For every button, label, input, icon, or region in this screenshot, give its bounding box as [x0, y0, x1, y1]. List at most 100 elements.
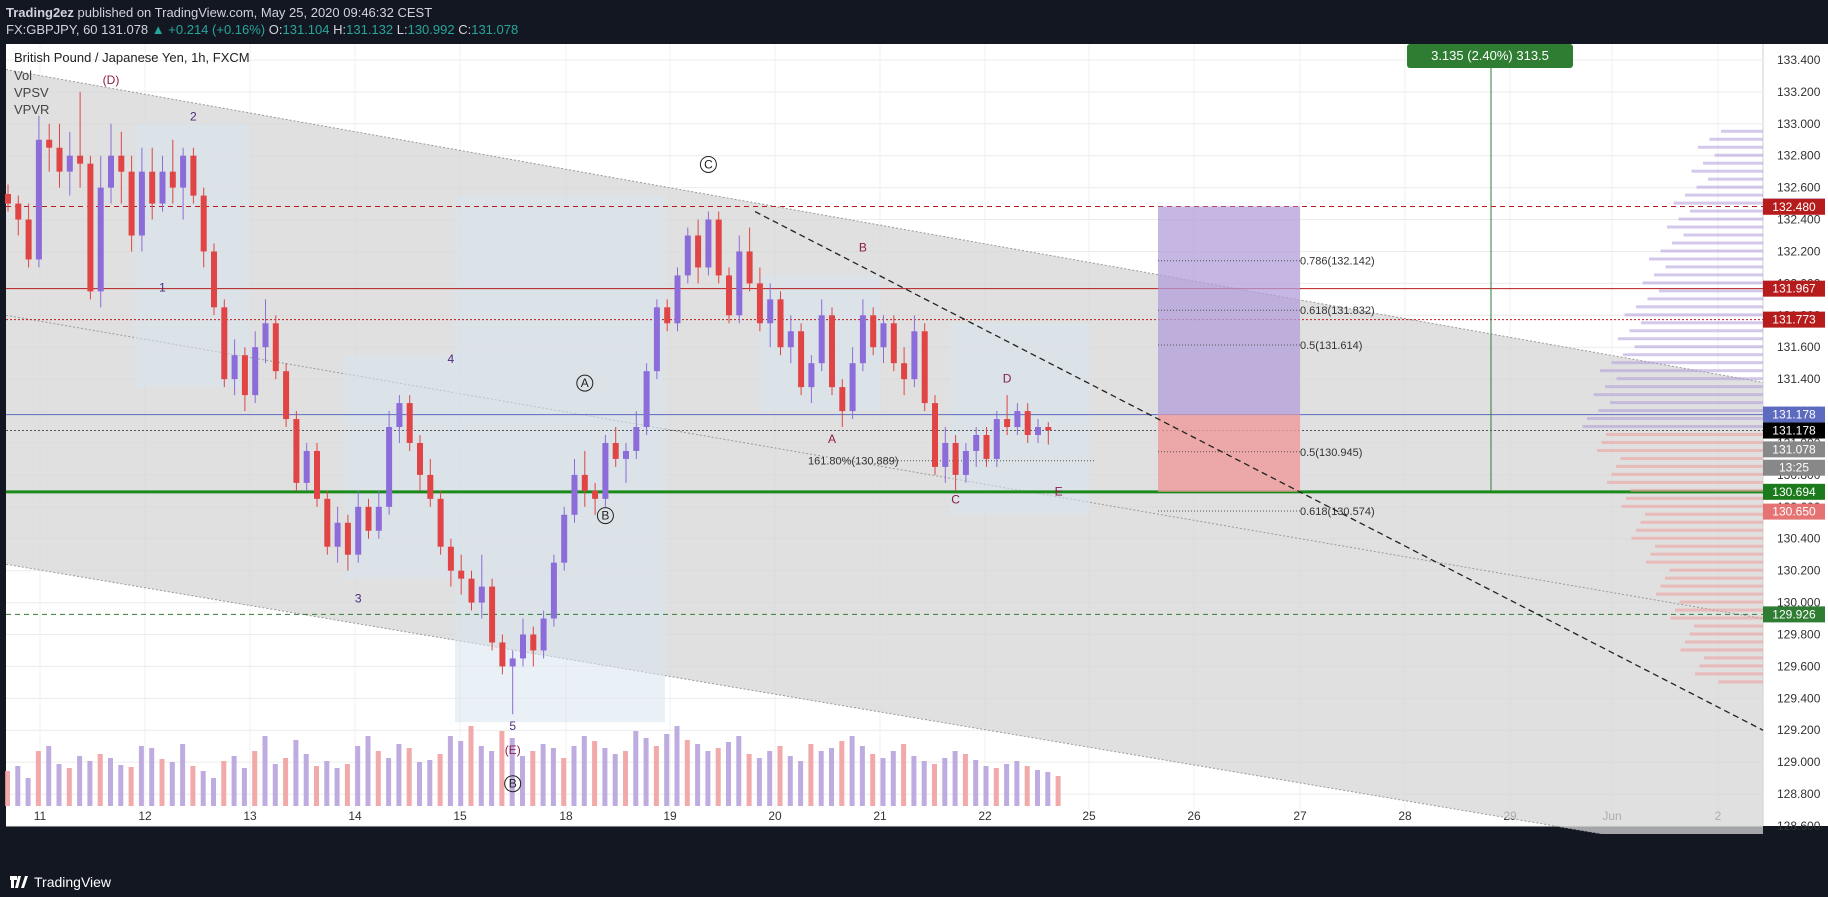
fib-label: 0.5(131.614) — [1300, 340, 1362, 352]
indicator-vpvr[interactable]: VPVR — [14, 102, 50, 117]
volume-profile-bar — [1665, 576, 1763, 580]
volume-bar — [77, 756, 83, 806]
candle-body — [211, 251, 217, 308]
volume-bar — [427, 760, 433, 806]
candle-body — [272, 323, 279, 372]
volume-profile-bar — [1665, 265, 1763, 269]
price-badge-bg — [1763, 198, 1825, 215]
volume-bar — [674, 726, 680, 806]
volume-bar — [550, 748, 556, 806]
volume-bar — [932, 764, 937, 806]
candle-body — [468, 578, 475, 603]
measure-badge-label: 3.135 (2.40%) 313.5 — [1431, 48, 1549, 63]
volume-profile-bar — [1642, 281, 1763, 285]
volume-profile-bar — [1685, 640, 1763, 644]
volume-profile-bar — [1620, 456, 1763, 460]
volume-profile-bar — [1670, 616, 1763, 620]
indicator-vol[interactable]: Vol — [14, 68, 33, 83]
price-tick-label: 132.400 — [1777, 213, 1821, 227]
volume-profile-bar — [1691, 169, 1763, 173]
candle-body — [169, 171, 176, 188]
candle-body — [890, 323, 897, 364]
volume-bar — [447, 736, 453, 806]
volume-bar — [509, 738, 515, 806]
volume-bar — [818, 751, 824, 806]
tradingview-logo-icon — [10, 876, 28, 888]
candle-body — [715, 219, 722, 276]
volume-bar — [962, 754, 968, 806]
channel-upper-line — [5, 69, 1764, 383]
volume-bar — [787, 756, 793, 806]
candle-body — [942, 442, 949, 467]
volume-bar — [128, 767, 134, 806]
price-badge-bg — [1763, 606, 1825, 623]
volume-profile-bar — [1587, 417, 1763, 421]
candle-body — [592, 490, 599, 499]
candle-body — [932, 403, 938, 467]
candle-body — [829, 315, 835, 388]
candle-body — [324, 498, 331, 547]
low-label: L: — [396, 22, 408, 37]
candle-body — [952, 442, 959, 475]
volume-profile-bar — [1678, 217, 1763, 221]
candle-body — [478, 586, 485, 603]
candle-body — [839, 387, 846, 412]
volume-bar — [458, 741, 464, 806]
volume-profile-bar — [1611, 472, 1763, 476]
volume-profile-bar — [1667, 225, 1763, 229]
price-tick-label: 130.400 — [1777, 532, 1821, 546]
volume-profile-bar — [1636, 305, 1763, 309]
volume-bar — [756, 758, 762, 806]
price-tick-label: 130.200 — [1777, 564, 1821, 578]
price-badge-bg — [1763, 503, 1825, 520]
volume-bar — [314, 766, 319, 806]
volume-bar — [602, 748, 608, 806]
candle-body — [684, 235, 691, 276]
candle-body — [303, 450, 310, 483]
candle-body — [15, 203, 22, 220]
volume-bar — [901, 744, 907, 806]
volume-profile-bar — [1685, 193, 1763, 197]
candle-body — [149, 171, 156, 204]
publish-line: Trading2ez published on TradingView.com,… — [6, 5, 432, 20]
indicator-vpsv[interactable]: VPSV — [14, 85, 49, 100]
wave-label-circle — [504, 775, 522, 793]
up-arrow-icon: ▲ — [151, 22, 165, 37]
volume-bar — [1045, 772, 1051, 806]
candle-body — [138, 171, 145, 236]
candle-body — [231, 355, 238, 380]
footer-brand[interactable]: TradingView — [34, 874, 112, 890]
wave-label: C — [704, 157, 713, 171]
volume-bar — [561, 758, 567, 806]
candle-body — [983, 435, 990, 459]
candle-body — [241, 355, 248, 396]
volume-profile-bar — [1675, 608, 1763, 612]
candle-body — [612, 442, 619, 459]
volume-bar — [499, 731, 505, 806]
candle-body — [87, 163, 94, 292]
candle-body — [118, 155, 125, 172]
volume-profile-bar — [1624, 313, 1763, 317]
open-value: 131.104 — [282, 22, 330, 37]
volume-bar — [324, 761, 330, 806]
volume-profile-bar — [1656, 592, 1763, 596]
volume-bar — [530, 751, 536, 806]
chart-title: British Pound / Japanese Yen, 1h, FXCM — [14, 50, 250, 65]
price-badge-label: 13:25 — [1779, 461, 1809, 475]
volume-profile-bar — [1660, 584, 1763, 588]
wave-label: E — [1055, 485, 1063, 499]
candle-body — [726, 275, 732, 316]
price-chart[interactable]: 133.400 133.200 133.000 132.800 132.600 132.4… — [0, 44, 1828, 834]
price-badge-label: 131.178 — [1772, 424, 1816, 438]
volume-bar — [15, 766, 21, 806]
publisher-name[interactable]: Trading2ez — [6, 5, 74, 20]
fib-label: 161.80%(130.889) — [808, 456, 899, 468]
volume-bar — [489, 751, 495, 806]
time-tick-label: 14 — [348, 809, 362, 823]
volume-profile-bar — [1714, 153, 1763, 157]
wave-label: (D) — [103, 73, 120, 87]
candle-body — [921, 331, 928, 404]
volume-bar — [684, 740, 690, 806]
candle-body — [159, 171, 166, 204]
candle-body — [128, 171, 135, 236]
